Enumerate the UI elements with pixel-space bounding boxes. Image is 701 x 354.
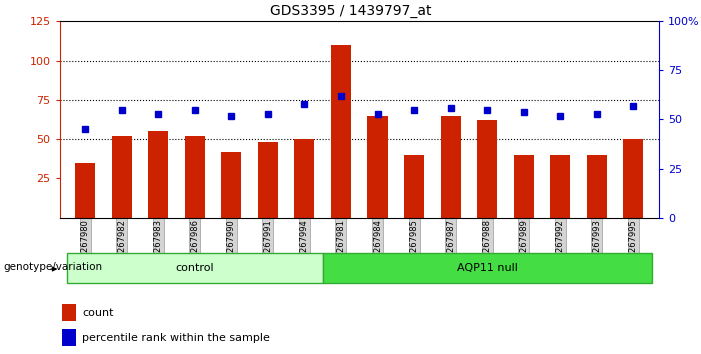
Bar [62,329,76,346]
Text: genotype/variation: genotype/variation [4,262,102,272]
Bar [514,155,533,218]
Text: count: count [82,308,114,318]
Bar [67,253,322,283]
Bar [623,139,644,218]
Bar [148,131,168,218]
Text: percentile rank within the sample: percentile rank within the sample [82,333,270,343]
Bar [62,304,76,321]
Bar [331,45,351,218]
Bar [440,115,461,218]
Text: GDS3395 / 1439797_at: GDS3395 / 1439797_at [270,4,431,18]
Bar [404,155,424,218]
Bar [294,139,315,218]
Bar [111,136,132,218]
Bar [75,163,95,218]
Bar [322,253,652,283]
Bar [222,152,241,218]
Bar [185,136,205,218]
Bar [477,120,497,218]
Text: control: control [175,263,214,273]
Bar [258,142,278,218]
Bar [550,155,571,218]
Bar [587,155,607,218]
Text: AQP11 null: AQP11 null [457,263,517,273]
Bar [367,115,388,218]
